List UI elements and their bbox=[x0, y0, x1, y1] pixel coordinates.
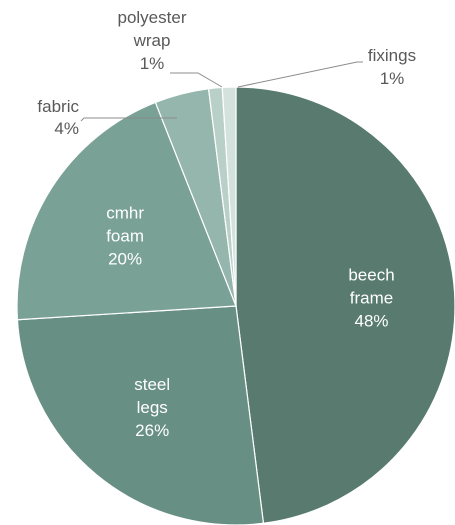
slice-label-fixings: fixings 1% bbox=[368, 46, 416, 88]
slice-label-cmhr-foam: cmhr foam 20% bbox=[106, 204, 144, 269]
pie-slice-beech-frame bbox=[235, 86, 455, 524]
leader-lines bbox=[80, 61, 363, 122]
pie-slices bbox=[16, 86, 455, 525]
slice-label-steel-legs: steel legs 26% bbox=[134, 375, 170, 440]
slice-label-polyester-wrap: polyester wrap 1% bbox=[118, 8, 187, 73]
leader-line-fixings bbox=[237, 61, 363, 88]
pie-slice-fixings bbox=[221, 86, 237, 307]
slice-label-beech-frame: beech frame 48% bbox=[348, 266, 394, 331]
pie-slice-cmhr-foam bbox=[16, 101, 237, 321]
slice-label-fabric: fabric 4% bbox=[37, 97, 79, 138]
pie-labels: beech frame 48% steel legs 26% cmhr foam 20% fabr… bbox=[37, 8, 416, 440]
leader-line-fabric bbox=[80, 117, 177, 122]
leader-line-polyester-wrap bbox=[170, 72, 223, 88]
pie-slice-steel-legs bbox=[16, 305, 265, 525]
